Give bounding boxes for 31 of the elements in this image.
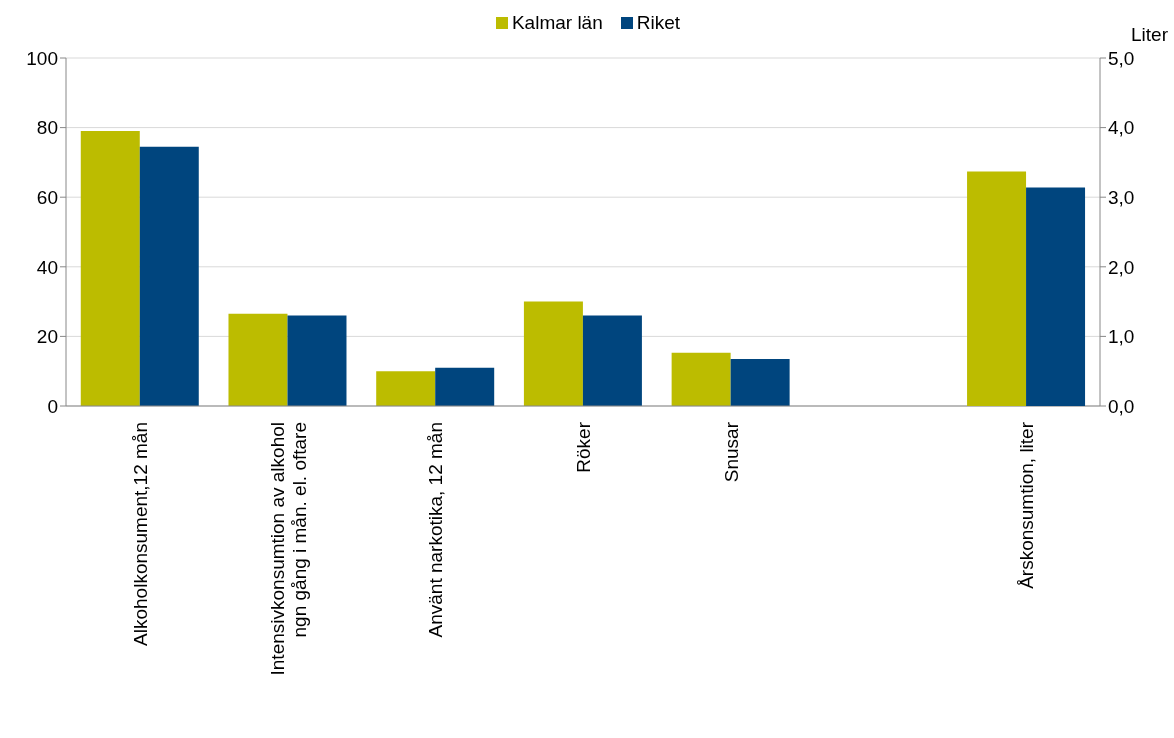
y2-tick-label: 3,0: [1108, 186, 1135, 208]
x-tick-label: Röker: [573, 421, 594, 473]
y-tick-label: 60: [36, 186, 58, 208]
y-tick-label: 40: [36, 256, 58, 278]
y2-axis-title: Liter: [1131, 24, 1168, 46]
y-tick-label: 20: [36, 326, 58, 348]
bar: [228, 313, 288, 406]
bar: [671, 352, 731, 406]
bar: [435, 367, 495, 406]
y2-tick-label: 2,0: [1108, 256, 1135, 278]
x-tick-label: Snusar: [720, 421, 742, 483]
y-tick-label: 80: [36, 117, 58, 139]
x-tick-label: Använt narkotika, 12 mån: [425, 422, 447, 638]
legend-label: Kalmar län: [511, 12, 603, 34]
bar: [730, 359, 790, 406]
y-tick-label: 0: [47, 395, 58, 417]
x-tick-label: Årskonsumtion, liter: [1016, 421, 1038, 589]
bar: [139, 146, 199, 406]
x-tick-label: Alkoholkonsument,12 mån: [129, 422, 151, 646]
bar: [287, 315, 347, 406]
bar: [582, 315, 642, 406]
bar: [523, 301, 583, 406]
y2-tick-label: 1,0: [1108, 326, 1135, 348]
y2-tick-label: 4,0: [1108, 117, 1135, 139]
y2-tick-label: 5,0: [1108, 47, 1135, 69]
bar: [80, 131, 140, 406]
legend-label: Riket: [636, 12, 681, 34]
bar: [376, 371, 436, 406]
y2-tick-label: 0,0: [1108, 395, 1135, 417]
y-tick-label: 100: [26, 47, 58, 69]
x-tick-label: Intensivkonsumtion av alkohol ngn gång i mån. el. oftare: [266, 422, 310, 676]
